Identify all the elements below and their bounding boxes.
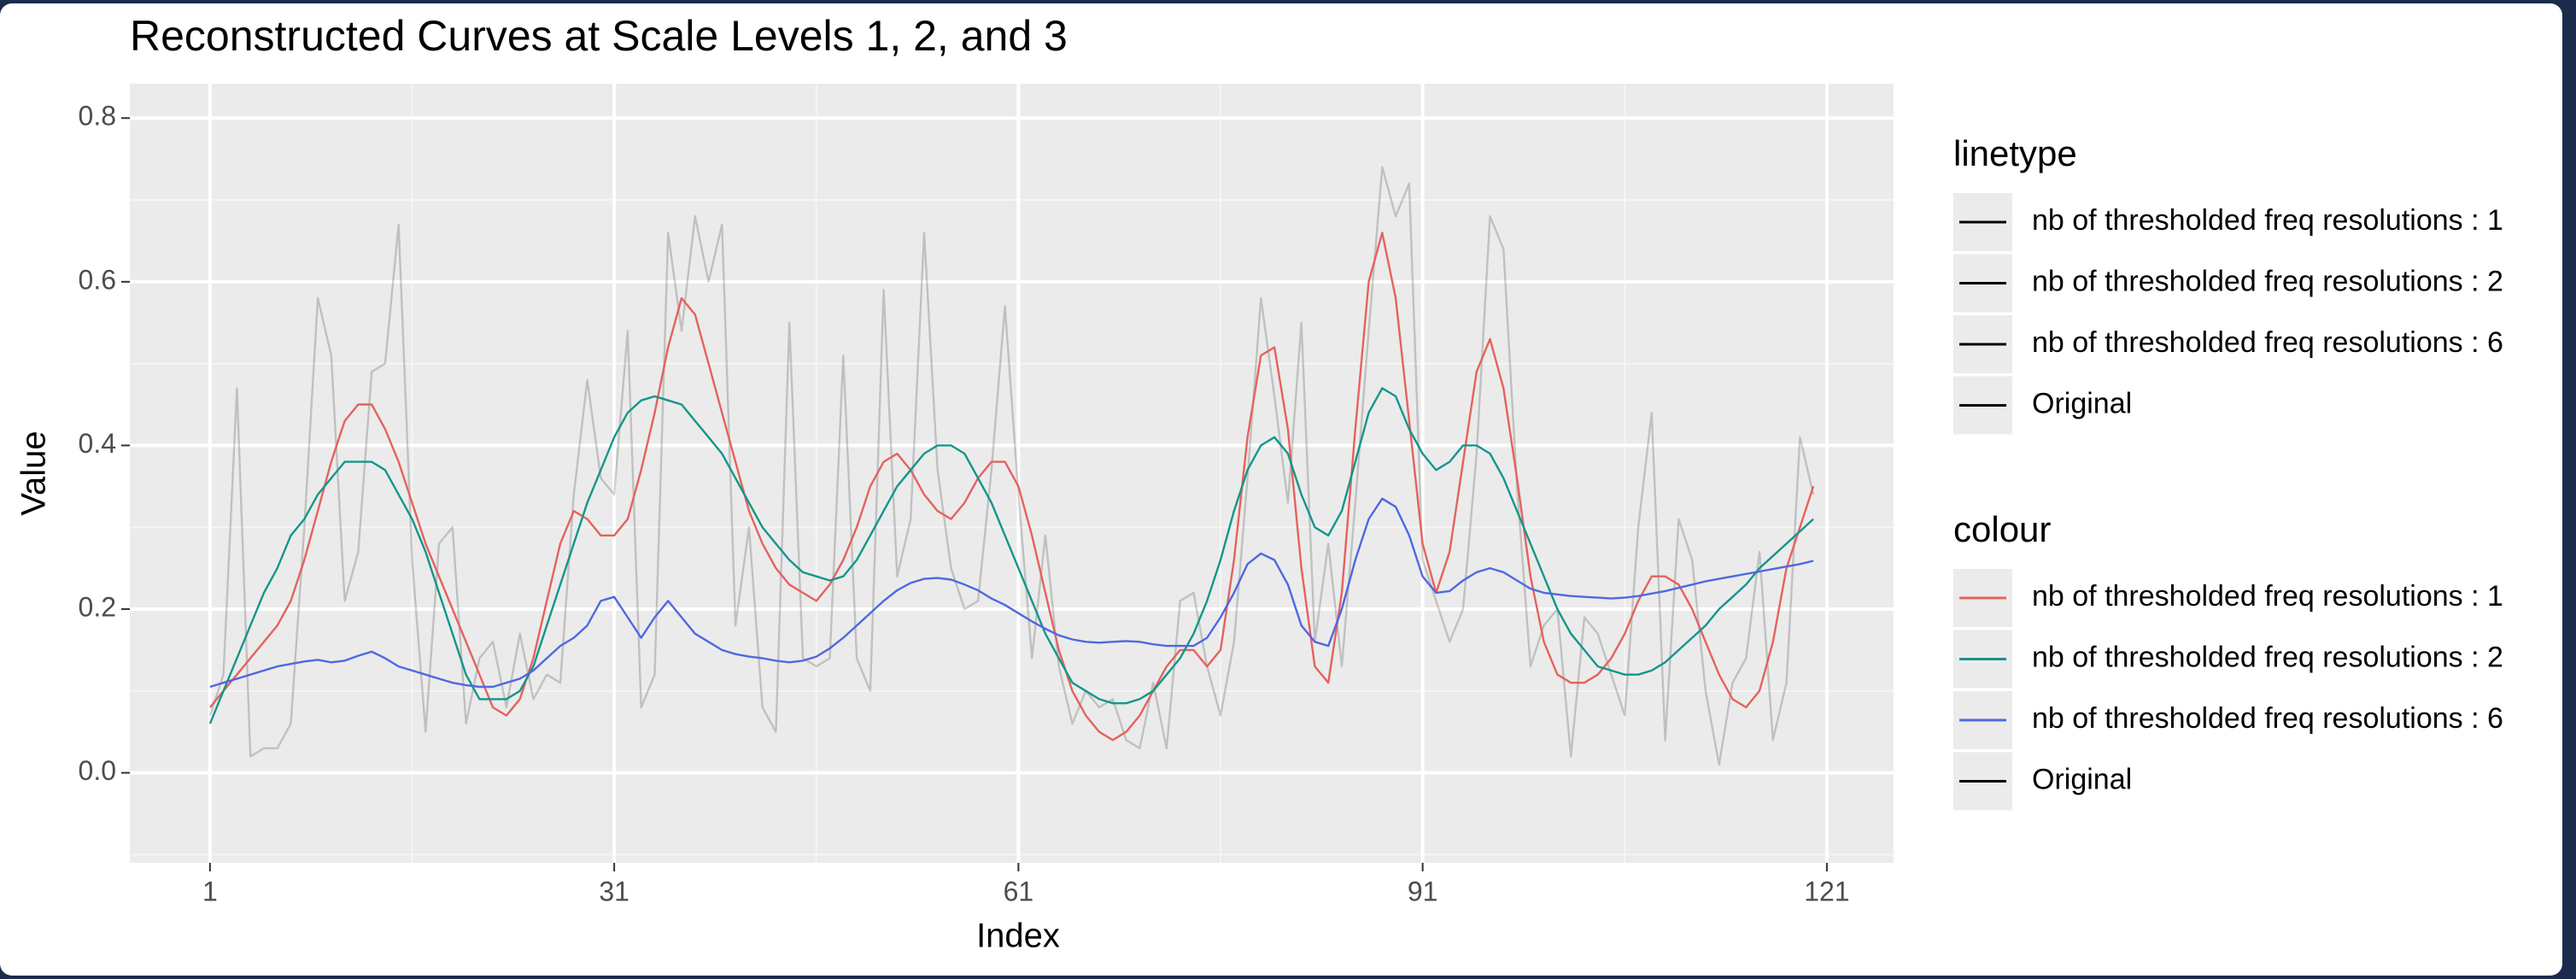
legend-label: nb of thresholded freq resolutions : 2 — [2032, 265, 2503, 297]
lines — [208, 166, 1815, 766]
legend-title: colour — [1953, 509, 2051, 549]
x-axis-label: Index — [976, 917, 1060, 955]
y-tick-label: 0.8 — [79, 101, 116, 132]
y-tick-label: 0.0 — [79, 755, 116, 786]
x-tick-label: 31 — [599, 876, 629, 906]
chart-title: Reconstructed Curves at Scale Levels 1, … — [130, 12, 1068, 60]
grid — [130, 84, 1894, 863]
legend-label: Original — [2032, 763, 2132, 795]
series-line — [208, 232, 1815, 742]
legend-label: nb of thresholded freq resolutions : 1 — [2032, 204, 2503, 237]
y-tick-label: 0.2 — [79, 591, 116, 622]
series-line — [209, 497, 1814, 689]
legend-label: nb of thresholded freq resolutions : 6 — [2032, 702, 2503, 735]
legend-label: nb of thresholded freq resolutions : 6 — [2032, 326, 2503, 359]
series-line — [208, 387, 1814, 724]
x-tick-label: 121 — [1804, 876, 1849, 906]
legend-label: Original — [2032, 387, 2132, 419]
legend: linetype nb of thresholded freq resolutio… — [1953, 133, 2503, 811]
x-tick-label: 1 — [202, 876, 218, 906]
axes: 1 31 61 91 121 0.0 0.2 0.4 0.6 0.8 — [79, 101, 1850, 907]
y-axis-label: Value — [15, 431, 53, 515]
legend-label: nb of thresholded freq resolutions : 1 — [2032, 580, 2503, 613]
y-tick-label: 0.6 — [79, 264, 116, 295]
legend-title: linetype — [1953, 133, 2077, 173]
x-tick-label: 61 — [1004, 876, 1034, 906]
x-tick-label: 91 — [1408, 876, 1438, 906]
legend-label: nb of thresholded freq resolutions : 2 — [2032, 641, 2503, 673]
y-tick-label: 0.4 — [79, 428, 116, 459]
